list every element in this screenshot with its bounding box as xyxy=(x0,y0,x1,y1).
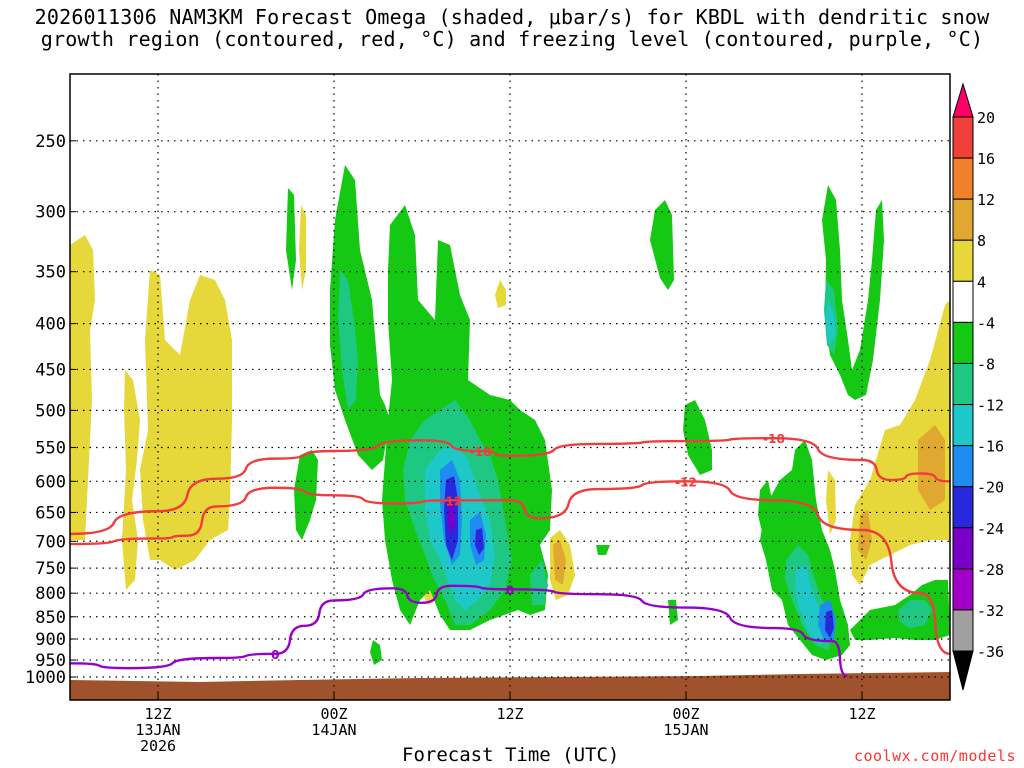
y-tick-label: 700 xyxy=(35,532,66,552)
colorbar-swatch xyxy=(952,280,974,323)
omega-shade-region xyxy=(553,540,566,585)
omega-shade-region xyxy=(122,370,140,590)
contour-line xyxy=(70,436,950,536)
y-tick-label: 400 xyxy=(35,315,66,335)
y-tick-label: 300 xyxy=(35,203,66,223)
colorbar-label: -16 xyxy=(977,438,1004,456)
y-tick-label: 500 xyxy=(35,401,66,421)
y-tick-label: 450 xyxy=(35,360,66,380)
omega-shade-region xyxy=(898,600,932,628)
colorbar-swatch xyxy=(952,321,974,364)
omega-shade-region xyxy=(668,600,678,625)
omega-shade-region xyxy=(370,640,382,665)
omega-shade-region xyxy=(918,425,945,510)
colorbar-label: 8 xyxy=(977,232,986,250)
omega-shade-region xyxy=(330,165,390,470)
y-tick-label: 750 xyxy=(35,559,66,579)
colorbar-swatch xyxy=(952,486,974,529)
y-tick-label: 850 xyxy=(35,608,66,628)
colorbar-swatch xyxy=(952,568,974,611)
y-tick-label: 1000 xyxy=(25,668,66,688)
omega-shade-region xyxy=(286,188,296,290)
contour-label: 0 xyxy=(506,583,514,597)
y-tick-label: 800 xyxy=(35,584,66,604)
contour-label: -12 xyxy=(440,494,462,508)
omega-shade-region xyxy=(140,270,232,570)
omega-shade-region xyxy=(826,470,836,535)
y-tick-label: 950 xyxy=(35,651,66,671)
colorbar-label: -20 xyxy=(977,479,1004,497)
colorbar-swatch xyxy=(952,157,974,200)
colorbar-label: -8 xyxy=(977,355,995,373)
x-tick-label: 12Z xyxy=(848,705,875,723)
contour-line xyxy=(70,584,848,678)
contour-line xyxy=(70,480,950,656)
contour-label: -18 xyxy=(763,432,785,446)
x-tick-label: 00Z xyxy=(320,705,347,723)
omega-shade-region xyxy=(650,200,674,290)
colorbar-label: 12 xyxy=(977,191,995,209)
contour-label: 0 xyxy=(271,648,279,662)
colorbar-swatch xyxy=(952,198,974,241)
y-axis: 2503003504004505005506006507007508008509… xyxy=(25,132,76,688)
contour-labels: -18 -18 -12 -12 0 0 xyxy=(271,432,785,662)
omega-shade-region xyxy=(596,545,610,555)
y-tick-label: 650 xyxy=(35,503,66,523)
colorbar-label: -32 xyxy=(977,602,1004,620)
omega-shade-region xyxy=(294,450,318,540)
colorbar-label: -36 xyxy=(977,643,1004,661)
x-tick-label: 15JAN xyxy=(663,721,708,739)
x-tick-label: 12Z xyxy=(496,705,523,723)
contour-lines xyxy=(70,436,950,678)
colorbar-label: -24 xyxy=(977,520,1004,538)
colorbar-swatch xyxy=(952,609,974,652)
colorbar-swatch xyxy=(952,362,974,406)
omega-shade-region xyxy=(826,300,835,345)
contour-label: -18 xyxy=(470,445,492,459)
grid-lines xyxy=(70,74,950,700)
credit-link[interactable]: coolwx.com/models xyxy=(853,747,1016,765)
y-tick-label: 900 xyxy=(35,630,66,650)
colorbar-label: 16 xyxy=(977,150,995,168)
omega-shade-region xyxy=(683,400,712,475)
chart-title: 2026011306 NAM3KM Forecast Omega (shaded… xyxy=(0,6,1024,50)
colorbar-min-arrow xyxy=(952,650,974,691)
omega-shade-region xyxy=(448,498,455,535)
colorbar-label: 4 xyxy=(977,273,986,291)
colorbar-label: -28 xyxy=(977,561,1004,579)
chart-title-line-1: 2026011306 NAM3KM Forecast Omega (shaded… xyxy=(34,5,990,29)
y-tick-label: 250 xyxy=(35,132,66,152)
omega-shade-region xyxy=(299,205,306,290)
x-tick-label: 14JAN xyxy=(311,721,356,739)
colorbar-swatch xyxy=(952,527,974,570)
colorbar-label: -4 xyxy=(977,314,995,332)
colorbar-swatch xyxy=(952,404,974,447)
x-tick-label: 2026 xyxy=(140,737,176,755)
x-tick-label: 00Z xyxy=(672,705,699,723)
colorbar-label: 20 xyxy=(977,109,995,127)
colorbar-label: -12 xyxy=(977,397,1004,415)
omega-shade-region xyxy=(338,270,358,410)
x-axis-title: Forecast Time (UTC) xyxy=(402,744,620,766)
x-tick-label: 12Z xyxy=(144,705,171,723)
y-tick-label: 550 xyxy=(35,438,66,458)
colorbar-swatch xyxy=(952,445,974,488)
omega-shade-region xyxy=(530,560,548,605)
colorbar: 20 16 12 8 4 -4 -8 -12 -16 -20 -24 -28 -32 -36 xyxy=(952,82,1004,691)
y-tick-label: 600 xyxy=(35,472,66,492)
contour-label: -12 xyxy=(675,475,697,489)
colorbar-swatch xyxy=(952,239,974,282)
omega-shade-region xyxy=(822,185,884,400)
colorbar-swatch xyxy=(952,116,974,159)
chart-title-line-2: growth region (contoured, red, °C) and f… xyxy=(40,27,984,51)
x-tick-label: 13JAN xyxy=(135,721,180,739)
omega-shade-region xyxy=(495,280,506,308)
omega-shade-region xyxy=(70,235,95,540)
omega-shade-region xyxy=(850,300,950,585)
y-tick-label: 350 xyxy=(35,263,66,283)
colorbar-max-arrow xyxy=(952,82,974,118)
